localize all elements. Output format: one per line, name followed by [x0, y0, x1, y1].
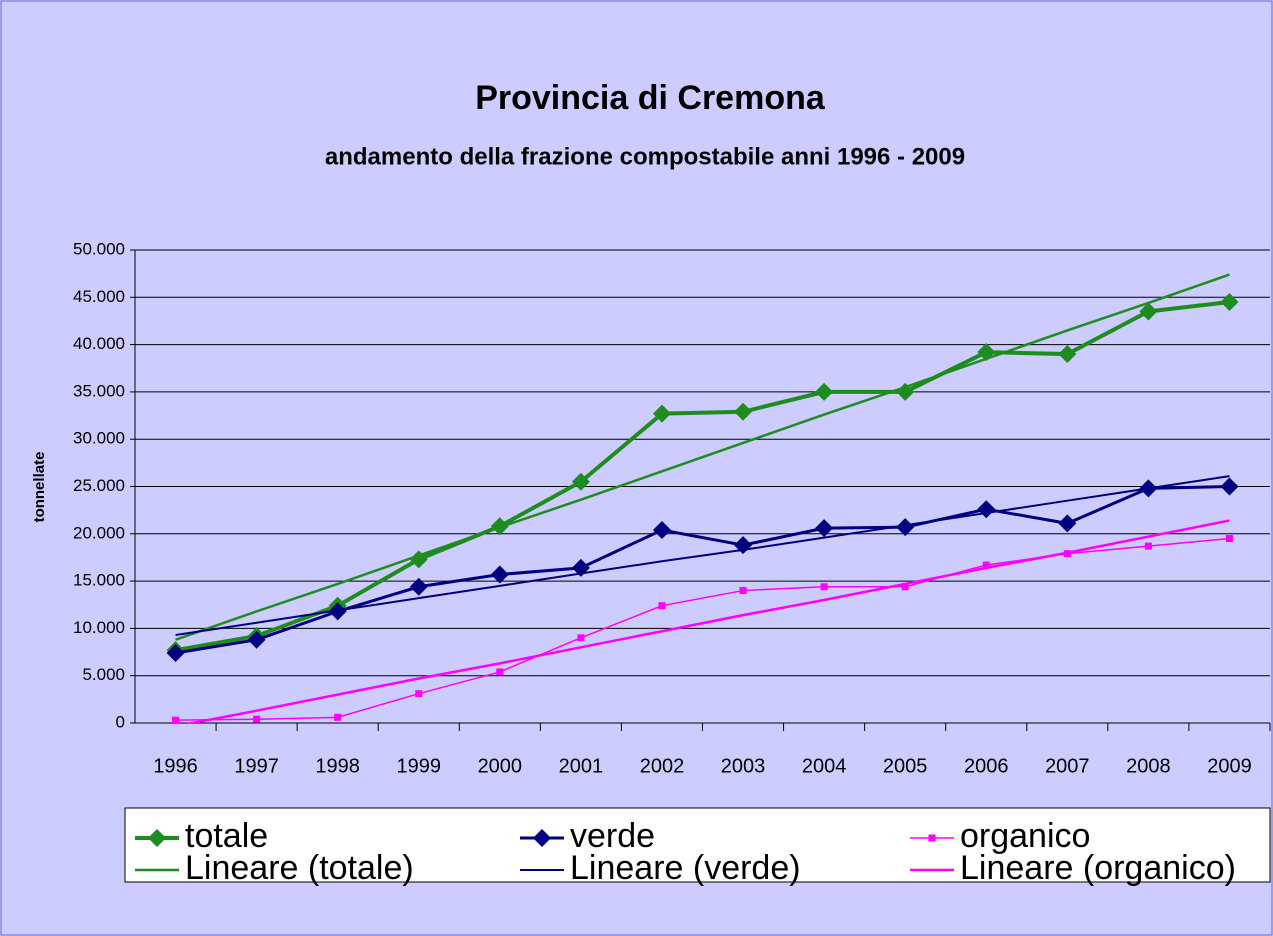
- marker: [247, 630, 266, 649]
- y-tick-label: 0: [116, 712, 125, 731]
- marker: [896, 518, 915, 537]
- y-tick-label: 35.000: [73, 381, 125, 400]
- series-line: [175, 300, 1230, 653]
- marker: [148, 829, 166, 847]
- legend-box: [124, 807, 1271, 883]
- y-axis-label: tonnellate: [31, 452, 48, 523]
- y-tick-label: 50.000: [73, 239, 125, 258]
- x-tick-label: 1997: [234, 755, 279, 777]
- x-tick-label: 1998: [315, 755, 360, 777]
- marker: [982, 561, 990, 569]
- x-tick-label: 2006: [964, 755, 1009, 777]
- y-tick-label: 30.000: [73, 429, 125, 448]
- plot-area: [166, 273, 1239, 723]
- x-tick-label: 2003: [721, 755, 766, 777]
- x-tick-label: 2001: [559, 755, 604, 777]
- marker: [253, 715, 261, 723]
- y-tick-label: 10.000: [73, 618, 125, 637]
- series-line: [175, 273, 1230, 641]
- marker: [166, 643, 185, 662]
- x-tick-label: 1999: [397, 755, 442, 777]
- marker: [739, 587, 747, 595]
- marker: [490, 565, 509, 584]
- marker: [496, 668, 504, 676]
- marker: [1058, 514, 1077, 533]
- marker: [1225, 535, 1233, 543]
- marker: [415, 690, 423, 698]
- marker: [652, 404, 671, 423]
- legend-label: verde: [570, 817, 655, 855]
- legend-label: organico: [960, 817, 1090, 855]
- x-tick-label: 1996: [153, 755, 198, 777]
- x-tick-label: 2009: [1207, 755, 1252, 777]
- chart-title: Provincia di Cremona: [475, 79, 826, 117]
- marker: [901, 583, 909, 591]
- marker: [1220, 477, 1239, 496]
- x-tick-label: 2000: [478, 755, 523, 777]
- marker: [928, 834, 936, 842]
- x-tick-label: 2007: [1045, 755, 1090, 777]
- marker: [172, 716, 180, 723]
- y-tick-label: 15.000: [73, 571, 125, 590]
- marker: [334, 713, 342, 721]
- legend-label: Lineare (verde): [570, 849, 801, 887]
- series-line: [175, 485, 1230, 655]
- marker: [815, 382, 834, 401]
- marker: [658, 602, 666, 610]
- marker: [820, 583, 828, 591]
- marker: [734, 402, 753, 421]
- marker: [1139, 302, 1158, 321]
- marker: [815, 519, 834, 538]
- series-line: [186, 519, 1230, 723]
- legend-label: Lineare (organico): [960, 849, 1236, 887]
- marker: [1144, 542, 1152, 550]
- y-tick-label: 20.000: [73, 523, 125, 542]
- marker: [1058, 345, 1077, 364]
- series-line: [175, 475, 1230, 637]
- marker: [652, 521, 671, 540]
- marker: [409, 577, 428, 596]
- marker: [533, 829, 551, 847]
- y-tick-label: 25.000: [73, 476, 125, 495]
- chart-subtitle: andamento della frazione compostabile an…: [325, 143, 965, 170]
- marker: [571, 472, 590, 491]
- legend-label: Lineare (totale): [185, 849, 414, 887]
- x-tick-label: 2002: [640, 755, 685, 777]
- y-tick-label: 5.000: [82, 665, 125, 684]
- x-tick-label: 2004: [802, 755, 847, 777]
- y-tick-label: 45.000: [73, 287, 125, 306]
- y-tick-label: 40.000: [73, 334, 125, 353]
- legend-label: totale: [185, 817, 268, 855]
- marker: [1220, 293, 1239, 312]
- marker: [577, 634, 585, 642]
- x-tick-label: 2005: [883, 755, 928, 777]
- x-tick-label: 2008: [1126, 755, 1171, 777]
